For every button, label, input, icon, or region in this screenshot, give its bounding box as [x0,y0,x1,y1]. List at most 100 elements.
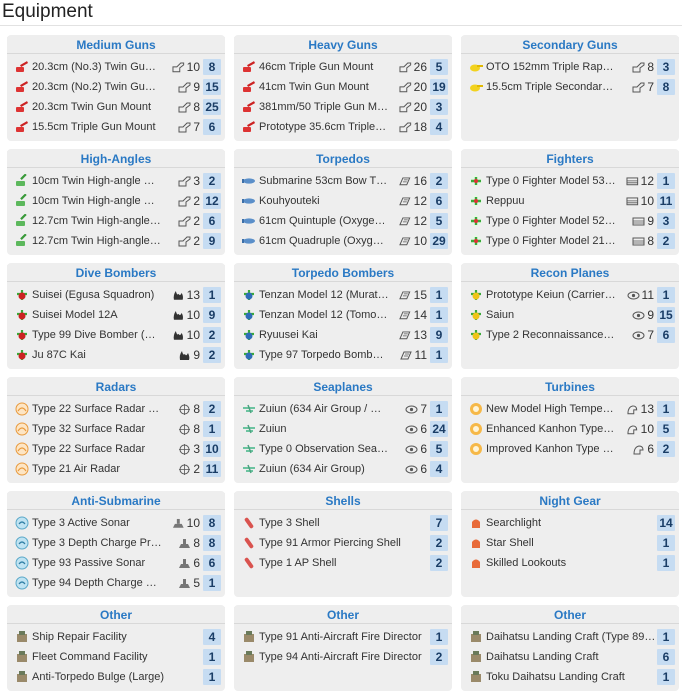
antiair-icon [632,216,645,227]
count-badge: 4 [430,461,448,477]
equipment-item[interactable]: Kouhyouteki 12 6 [238,191,448,211]
equipment-name: Kouhyouteki [259,195,320,207]
equipment-item[interactable]: Type 3 Depth Charge Pr… 8 8 [11,533,221,553]
equipment-item[interactable]: 15.5cm Triple Secondar… 7 8 [465,77,675,97]
equipment-item[interactable]: 20.3cm Twin Gun Mount 8 25 [11,97,221,117]
blue-sonar-icon [15,516,29,530]
equipment-item[interactable]: Anti-Torpedo Bulge (Large) 1 [11,667,221,687]
equipment-item[interactable]: Type 0 Fighter Model 52… 9 3 [465,211,675,231]
equipment-item[interactable]: Type 91 Armor Piercing Shell 2 [238,533,448,553]
equipment-item[interactable]: Saiun 9 15 [465,305,675,325]
equipment-name: Daihatsu Landing Craft [486,651,599,663]
orange-turbine-icon [469,402,483,416]
panel-turbines: Turbines New Model High Tempe… 13 1 Enhanced… [461,377,679,483]
equipment-item[interactable]: 10cm Twin High-angle … 2 12 [11,191,221,211]
stat-number: 10 [186,60,200,74]
equipment-item[interactable]: Submarine 53cm Bow T… 16 2 [238,171,448,191]
equipment-item[interactable]: Type 97 Torpedo Bomb… 11 1 [238,345,448,365]
equipment-item[interactable]: Type 21 Air Radar 2 11 [11,459,221,479]
orange-turbine-icon [469,442,483,456]
equipment-item[interactable]: 61cm Quadruple (Oxyg… 10 29 [238,231,448,251]
equipment-item[interactable]: Searchlight 14 [465,513,675,533]
count-badge: 8 [203,535,221,551]
equipment-item[interactable]: Improved Kanhon Type … 6 2 [465,439,675,459]
equipment-item[interactable]: Type 3 Shell 7 [238,513,448,533]
equipment-item[interactable]: Type 94 Depth Charge … 5 1 [11,573,221,593]
equipment-item[interactable]: Star Shell 1 [465,533,675,553]
count-badge: 11 [657,193,675,209]
equipment-item[interactable]: Type 93 Passive Sonar 6 6 [11,553,221,573]
equipment-item[interactable]: 61cm Quintuple (Oxyge… 12 5 [238,211,448,231]
equipment-item[interactable]: Suisei Model 12A 10 9 [11,305,221,325]
stat-value: 8 [172,422,200,436]
equipment-name: 10cm Twin High-angle … [32,195,155,207]
green-gun-icon [15,233,29,248]
count-badge: 5 [657,421,675,437]
blue-torpedo-icon [242,194,256,208]
equipment-item[interactable]: Fleet Command Facility 1 [11,647,221,667]
count-badge: 1 [203,287,221,303]
equipment-item[interactable]: Suisei (Egusa Squadron) 13 1 [11,285,221,305]
equipment-item[interactable]: Toku Daihatsu Landing Craft 1 [465,667,675,687]
equipment-item[interactable]: 46cm Triple Gun Mount 26 5 [238,57,448,77]
empty-row [465,97,675,117]
stat-number: 10 [186,308,200,322]
stat-number: 9 [647,214,654,228]
equipment-item[interactable]: 381mm/50 Triple Gun M… 20 3 [238,97,448,117]
equipment-item[interactable]: Type 3 Active Sonar 10 8 [11,513,221,533]
equipment-item[interactable]: Type 0 Fighter Model 21… 8 2 [465,231,675,251]
equipment-item[interactable]: New Model High Tempe… 13 1 [465,399,675,419]
equipment-item[interactable]: Zuiun (634 Air Group) 6 4 [238,459,448,479]
equipment-item[interactable]: Zuiun (634 Air Group / … 7 1 [238,399,448,419]
equipment-item[interactable]: Type 94 Anti-Aircraft Fire Director 2 [238,647,448,667]
equipment-item[interactable]: Ship Repair Facility 4 [11,627,221,647]
equipment-item[interactable]: 15.5cm Triple Gun Mount 7 6 [11,117,221,137]
equipment-item[interactable]: Type 22 Surface Radar … 8 2 [11,399,221,419]
firepower-icon [399,62,412,73]
equipment-item[interactable]: Type 32 Surface Radar 8 1 [11,419,221,439]
equipment-item[interactable]: Type 1 AP Shell 2 [238,553,448,573]
equipment-name: 20.3cm (No.3) Twin Gu… [32,61,156,73]
equipment-item[interactable]: 12.7cm Twin High-angle… 2 6 [11,211,221,231]
stat-number: 18 [413,120,427,134]
equipment-item[interactable]: Enhanced Kanhon Type… 10 5 [465,419,675,439]
equipment-item[interactable]: Tenzan Model 12 (Murat… 15 1 [238,285,448,305]
equipment-item[interactable]: Type 99 Dive Bomber (… 10 2 [11,325,221,345]
equipment-item[interactable]: 20.3cm (No.2) Twin Gu… 9 15 [11,77,221,97]
equipment-item[interactable]: Type 0 Fighter Model 53… 12 1 [465,171,675,191]
firepower-icon [178,122,191,133]
equipment-item[interactable]: 41cm Twin Gun Mount 20 19 [238,77,448,97]
equipment-item[interactable]: Ju 87C Kai 9 2 [11,345,221,365]
equipment-item[interactable]: Type 0 Observation Sea… 6 5 [238,439,448,459]
bomb-icon [172,310,185,321]
blue-sonar-icon [15,556,29,570]
equipment-item[interactable]: Daihatsu Landing Craft 6 [465,647,675,667]
equipment-item[interactable]: OTO 152mm Triple Rap… 8 3 [465,57,675,77]
equipment-item[interactable]: 20.3cm (No.3) Twin Gu… 10 8 [11,57,221,77]
equipment-item[interactable]: Tenzan Model 12 (Tomo… 14 1 [238,305,448,325]
equipment-item[interactable]: Ryuusei Kai 13 9 [238,325,448,345]
stat-value: 12 [626,174,654,188]
equipment-name: Submarine 53cm Bow T… [259,175,388,187]
equipment-name: Type 22 Surface Radar [32,443,146,455]
equipment-item[interactable]: Type 22 Surface Radar 3 10 [11,439,221,459]
equipment-item[interactable]: 10cm Twin High-angle … 3 2 [11,171,221,191]
count-badge: 1 [430,347,448,363]
green-plane-icon [469,174,483,188]
equipment-item[interactable]: Prototype 35.6cm Triple… 18 4 [238,117,448,137]
green-seaplane-icon [242,442,256,456]
stat-value: 6 [172,556,200,570]
equipment-item[interactable]: Daihatsu Landing Craft (Type 89… 1 [465,627,675,647]
equipment-item[interactable]: Skilled Lookouts 1 [465,553,675,573]
equipment-item[interactable]: Type 91 Anti-Aircraft Fire Director 1 [238,627,448,647]
equipment-item[interactable]: Type 2 Reconnaissance… 7 6 [465,325,675,345]
equipment-item[interactable]: Prototype Keiun (Carrier… 11 1 [465,285,675,305]
equipment-item[interactable]: Reppuu 10 11 [465,191,675,211]
equipment-item[interactable]: 12.7cm Twin High-angle… 2 9 [11,231,221,251]
equipment-item[interactable]: Zuiun 6 24 [238,419,448,439]
count-badge: 8 [657,79,675,95]
equipment-name: Suisei Model 12A [32,309,118,321]
count-badge: 19 [430,79,448,95]
count-badge: 29 [430,233,448,249]
panel-other: Other Ship Repair Facility 4 Fleet Command … [7,605,225,691]
